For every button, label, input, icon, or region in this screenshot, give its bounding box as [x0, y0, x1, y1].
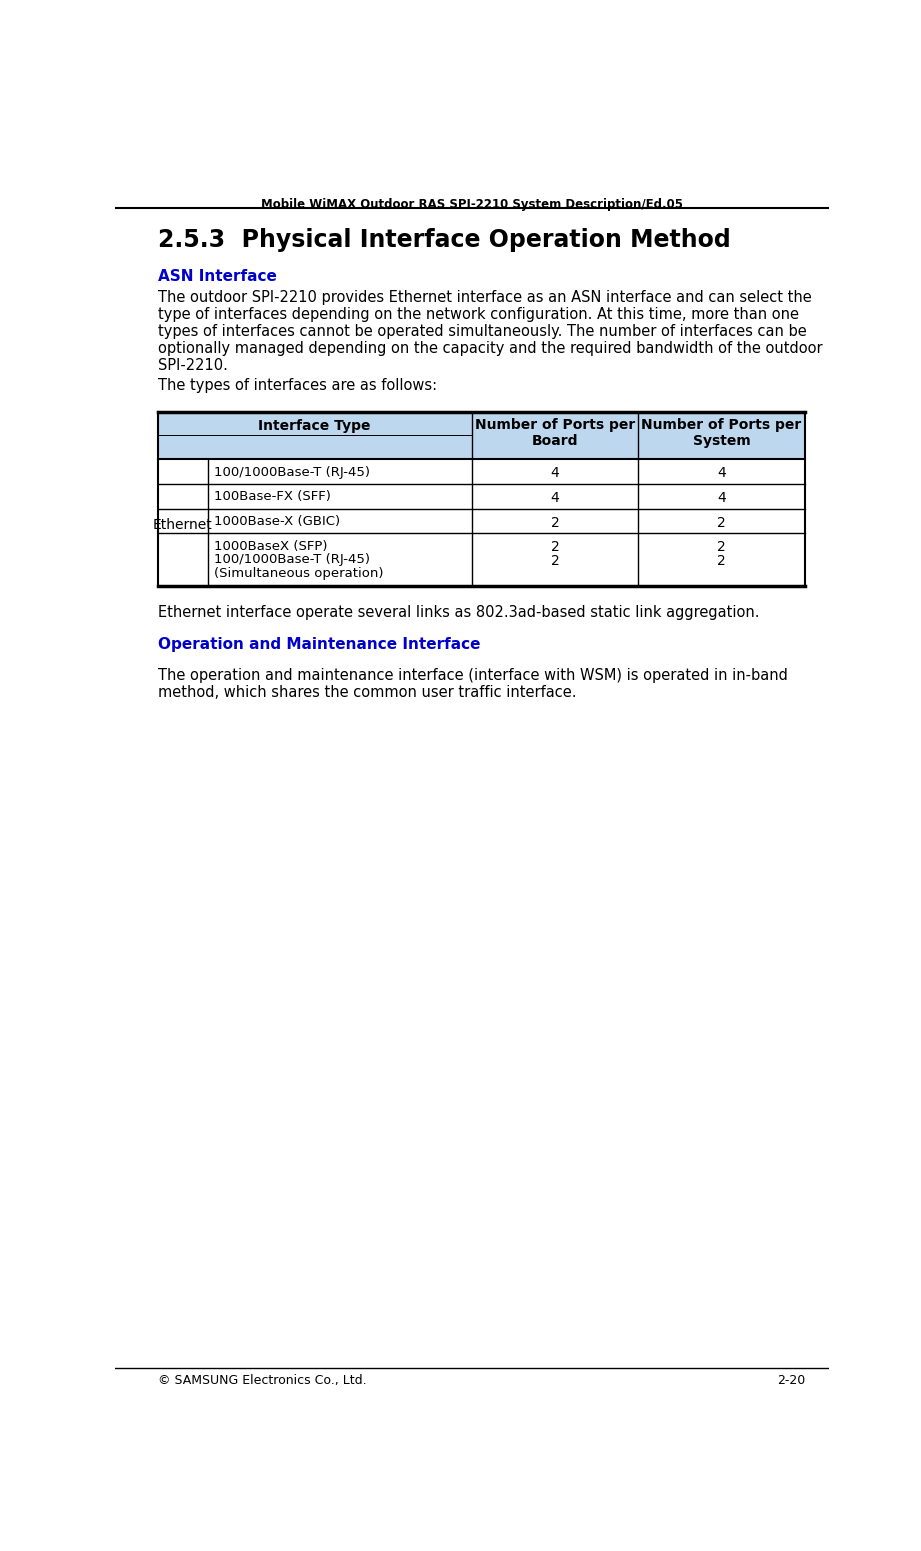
Text: 4: 4 — [717, 492, 726, 506]
Text: SPI-2210.: SPI-2210. — [157, 358, 227, 372]
Text: optionally managed depending on the capacity and the required bandwidth of the o: optionally managed depending on the capa… — [157, 341, 822, 355]
Text: The outdoor SPI-2210 provides Ethernet interface as an ASN interface and can sel: The outdoor SPI-2210 provides Ethernet i… — [157, 290, 811, 306]
Text: 2: 2 — [551, 515, 559, 530]
Text: type of interfaces depending on the network configuration. At this time, more th: type of interfaces depending on the netw… — [157, 307, 799, 323]
Text: Operation and Maintenance Interface: Operation and Maintenance Interface — [157, 637, 480, 653]
Text: Number of Ports per
System: Number of Ports per System — [641, 417, 801, 448]
Text: Ethernet: Ethernet — [153, 518, 213, 532]
Text: 2-20: 2-20 — [776, 1374, 805, 1387]
Text: 2.5.3  Physical Interface Operation Method: 2.5.3 Physical Interface Operation Metho… — [157, 228, 730, 253]
Text: types of interfaces cannot be operated simultaneously. The number of interfaces : types of interfaces cannot be operated s… — [157, 324, 807, 340]
Text: Ethernet interface operate several links as 802.3ad-based static link aggregatio: Ethernet interface operate several links… — [157, 605, 759, 620]
Text: 2: 2 — [551, 554, 559, 568]
Text: ASN Interface: ASN Interface — [157, 270, 276, 284]
Text: 4: 4 — [551, 467, 559, 481]
Text: 4: 4 — [551, 492, 559, 506]
Text: 100Base-FX (SFF): 100Base-FX (SFF) — [215, 490, 332, 503]
Text: (Simultaneous operation): (Simultaneous operation) — [215, 568, 384, 580]
Text: 1000Base-X (GBIC): 1000Base-X (GBIC) — [215, 515, 341, 527]
Text: The types of interfaces are as follows:: The types of interfaces are as follows: — [157, 378, 437, 392]
Text: Interface Type: Interface Type — [259, 419, 371, 433]
Text: The operation and maintenance interface (interface with WSM) is operated in in-b: The operation and maintenance interface … — [157, 668, 787, 682]
Text: 2: 2 — [717, 515, 726, 530]
Bar — [157, 411, 805, 459]
Text: method, which shares the common user traffic interface.: method, which shares the common user tra… — [157, 686, 577, 700]
Text: 4: 4 — [717, 467, 726, 481]
Text: © SAMSUNG Electronics Co., Ltd.: © SAMSUNG Electronics Co., Ltd. — [157, 1374, 367, 1387]
Text: 2: 2 — [717, 540, 726, 554]
Text: 100/1000Base-T (RJ-45): 100/1000Base-T (RJ-45) — [215, 465, 370, 479]
Text: 100/1000Base-T (RJ-45): 100/1000Base-T (RJ-45) — [215, 554, 370, 566]
Text: 2: 2 — [717, 554, 726, 568]
Text: Mobile WiMAX Outdoor RAS SPI-2210 System Description/Ed.05: Mobile WiMAX Outdoor RAS SPI-2210 System… — [261, 199, 682, 211]
Text: Number of Ports per
Board: Number of Ports per Board — [475, 417, 635, 448]
Text: 1000BaseX (SFP): 1000BaseX (SFP) — [215, 540, 328, 552]
Text: 2: 2 — [551, 540, 559, 554]
